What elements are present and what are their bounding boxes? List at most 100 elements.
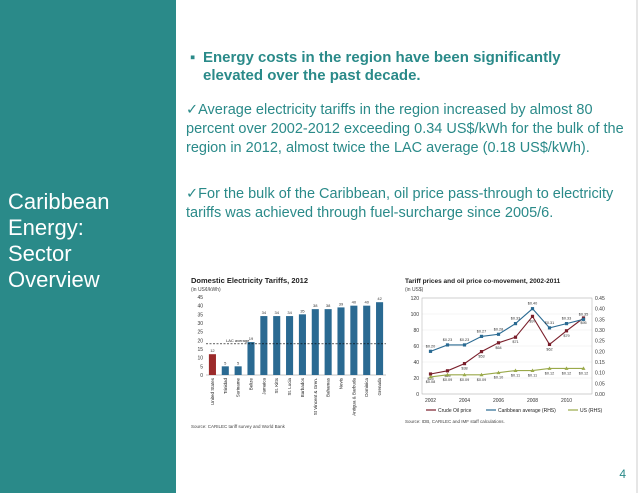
bar-category-label: Trinidad xyxy=(223,378,228,395)
bar-9 xyxy=(324,309,332,375)
series-data-label-0: $38 xyxy=(461,367,467,371)
bullet-icon: ▪ xyxy=(190,49,196,66)
bar-category-label: St. Kitts xyxy=(274,377,279,393)
series-data-label-1: $0.33 xyxy=(562,317,572,321)
series-point-1 xyxy=(479,334,484,338)
paragraph-tariffs: ✓Average electricity tariffs in the regi… xyxy=(186,102,624,156)
line-chart-subtitle: (in US$) xyxy=(405,287,424,293)
bar-value-label: 35 xyxy=(300,308,305,313)
series-data-label-0: $53 xyxy=(478,355,484,359)
bar-category-label: Barbados xyxy=(300,377,305,397)
series-point-0 xyxy=(496,341,501,345)
series-point-1 xyxy=(564,322,569,326)
line-y-left-tick-label: 120 xyxy=(411,296,420,302)
tariff-oil-line-chart: Tariff prices and oil price co-movement,… xyxy=(402,272,618,432)
series-data-label-0: $79 xyxy=(563,334,569,338)
bar-7 xyxy=(298,314,306,375)
line-y-right-tick-label: 0.35 xyxy=(595,317,605,323)
bar-value-label: 34 xyxy=(262,310,267,315)
series-point-2 xyxy=(513,368,518,373)
line-y-right-tick-label: 0.25 xyxy=(595,339,605,345)
series-data-label-0: $25 xyxy=(427,377,433,381)
line-y-left-tick-label: 40 xyxy=(413,360,419,366)
bar-y-tick-label: 20 xyxy=(197,338,203,344)
line-plot-frame xyxy=(421,297,593,395)
line-y-right-tick-label: 0.40 xyxy=(595,307,605,313)
series-data-label-2: $0.09 xyxy=(460,378,470,382)
line-x-tick-label: 2004 xyxy=(459,398,470,404)
bar-category-label: Suriname xyxy=(236,378,241,398)
series-point-2 xyxy=(428,374,433,379)
series-point-2 xyxy=(530,368,535,373)
section-title-line1: Caribbean xyxy=(8,189,110,214)
sidebar-panel xyxy=(0,0,176,493)
series-point-0 xyxy=(479,350,484,354)
bar-category-label: United States xyxy=(210,377,215,405)
line-y-right-tick-label: 0.45 xyxy=(595,296,605,302)
series-point-2 xyxy=(479,372,484,377)
section-title-line2: Energy: xyxy=(8,215,84,240)
series-point-0 xyxy=(462,362,467,366)
bar-6 xyxy=(286,316,294,375)
bar-chart-source: Source: CARILEC tariff survey and World … xyxy=(191,424,286,429)
bar-chart-title: Domestic Electricity Tariffs, 2012 xyxy=(191,276,308,285)
series-point-0 xyxy=(547,342,552,346)
bar-2 xyxy=(234,366,242,375)
tariff-oil-line-chart-svg: Tariff prices and oil price co-movement,… xyxy=(405,278,605,424)
bar-value-label: 42 xyxy=(377,296,382,301)
bar-category-label: Antigua & Barbuda xyxy=(351,378,356,416)
series-data-label-2: $0.08 xyxy=(426,380,436,384)
series-data-label-1: $0.27 xyxy=(477,329,487,333)
bar-category-label: Bahamas xyxy=(326,377,331,397)
series-point-0 xyxy=(564,329,569,333)
bar-12 xyxy=(363,305,371,375)
series-data-label-0: $62 xyxy=(546,347,552,351)
series-point-1 xyxy=(428,349,433,353)
line-chart-title: Tariff prices and oil price co-movement,… xyxy=(405,278,561,285)
bar-category-label: Nevis xyxy=(339,377,344,389)
series-data-label-2: $0.12 xyxy=(562,371,572,375)
bar-value-label: 5 xyxy=(237,360,240,365)
line-y-right-tick-label: 0.10 xyxy=(595,371,605,377)
bar-y-tick-label: 30 xyxy=(197,321,203,327)
series-line-1 xyxy=(430,307,584,352)
series-data-label-0: $97 xyxy=(529,319,535,323)
series-line-0 xyxy=(430,315,584,375)
bar-value-label: 38 xyxy=(326,303,331,308)
bar-value-label: 40 xyxy=(352,300,357,305)
series-point-0 xyxy=(530,314,535,318)
lac-average-label: LAC average xyxy=(226,338,250,343)
line-y-right-tick-label: 0.00 xyxy=(595,392,605,398)
series-data-label-1: $0.20 xyxy=(426,344,436,348)
series-data-label-0: $64 xyxy=(495,346,501,350)
bar-category-label: Jamaica xyxy=(261,378,266,395)
series-point-1 xyxy=(462,343,467,347)
bar-category-label: St. Lucia xyxy=(287,378,292,396)
legend-label-2: US (RHS) xyxy=(580,408,603,414)
series-point-1 xyxy=(513,322,518,326)
headline: ▪ Energy costs in the region have been s… xyxy=(190,49,623,85)
section-title-line4: Overview xyxy=(8,267,100,292)
line-y-left-tick-label: 0 xyxy=(416,392,419,398)
bar-value-label: 5 xyxy=(224,360,227,365)
line-x-tick-label: 2008 xyxy=(527,398,538,404)
legend-label-1: Caribbean average (RHS) xyxy=(498,408,556,414)
series-data-label-1: $0.31 xyxy=(545,321,555,325)
series-point-0 xyxy=(445,369,450,373)
bar-y-tick-label: 10 xyxy=(197,356,203,362)
series-point-1 xyxy=(496,332,501,336)
series-data-label-2: $0.09 xyxy=(443,378,453,382)
bar-y-tick-label: 45 xyxy=(197,295,203,301)
series-data-label-1: $0.23 xyxy=(443,338,453,342)
series-point-1 xyxy=(530,307,535,311)
series-point-2 xyxy=(445,372,450,377)
bar-0 xyxy=(208,354,216,375)
bar-category-label: Dominica xyxy=(364,378,369,397)
series-point-1 xyxy=(547,326,552,330)
paragraph-passthrough: ✓For the bulk of the Caribbean, oil pric… xyxy=(186,186,614,221)
series-point-2 xyxy=(496,370,501,375)
series-point-2 xyxy=(462,372,467,377)
series-data-label-2: $0.12 xyxy=(545,371,555,375)
bar-5 xyxy=(273,316,281,375)
bar-11 xyxy=(350,305,358,375)
